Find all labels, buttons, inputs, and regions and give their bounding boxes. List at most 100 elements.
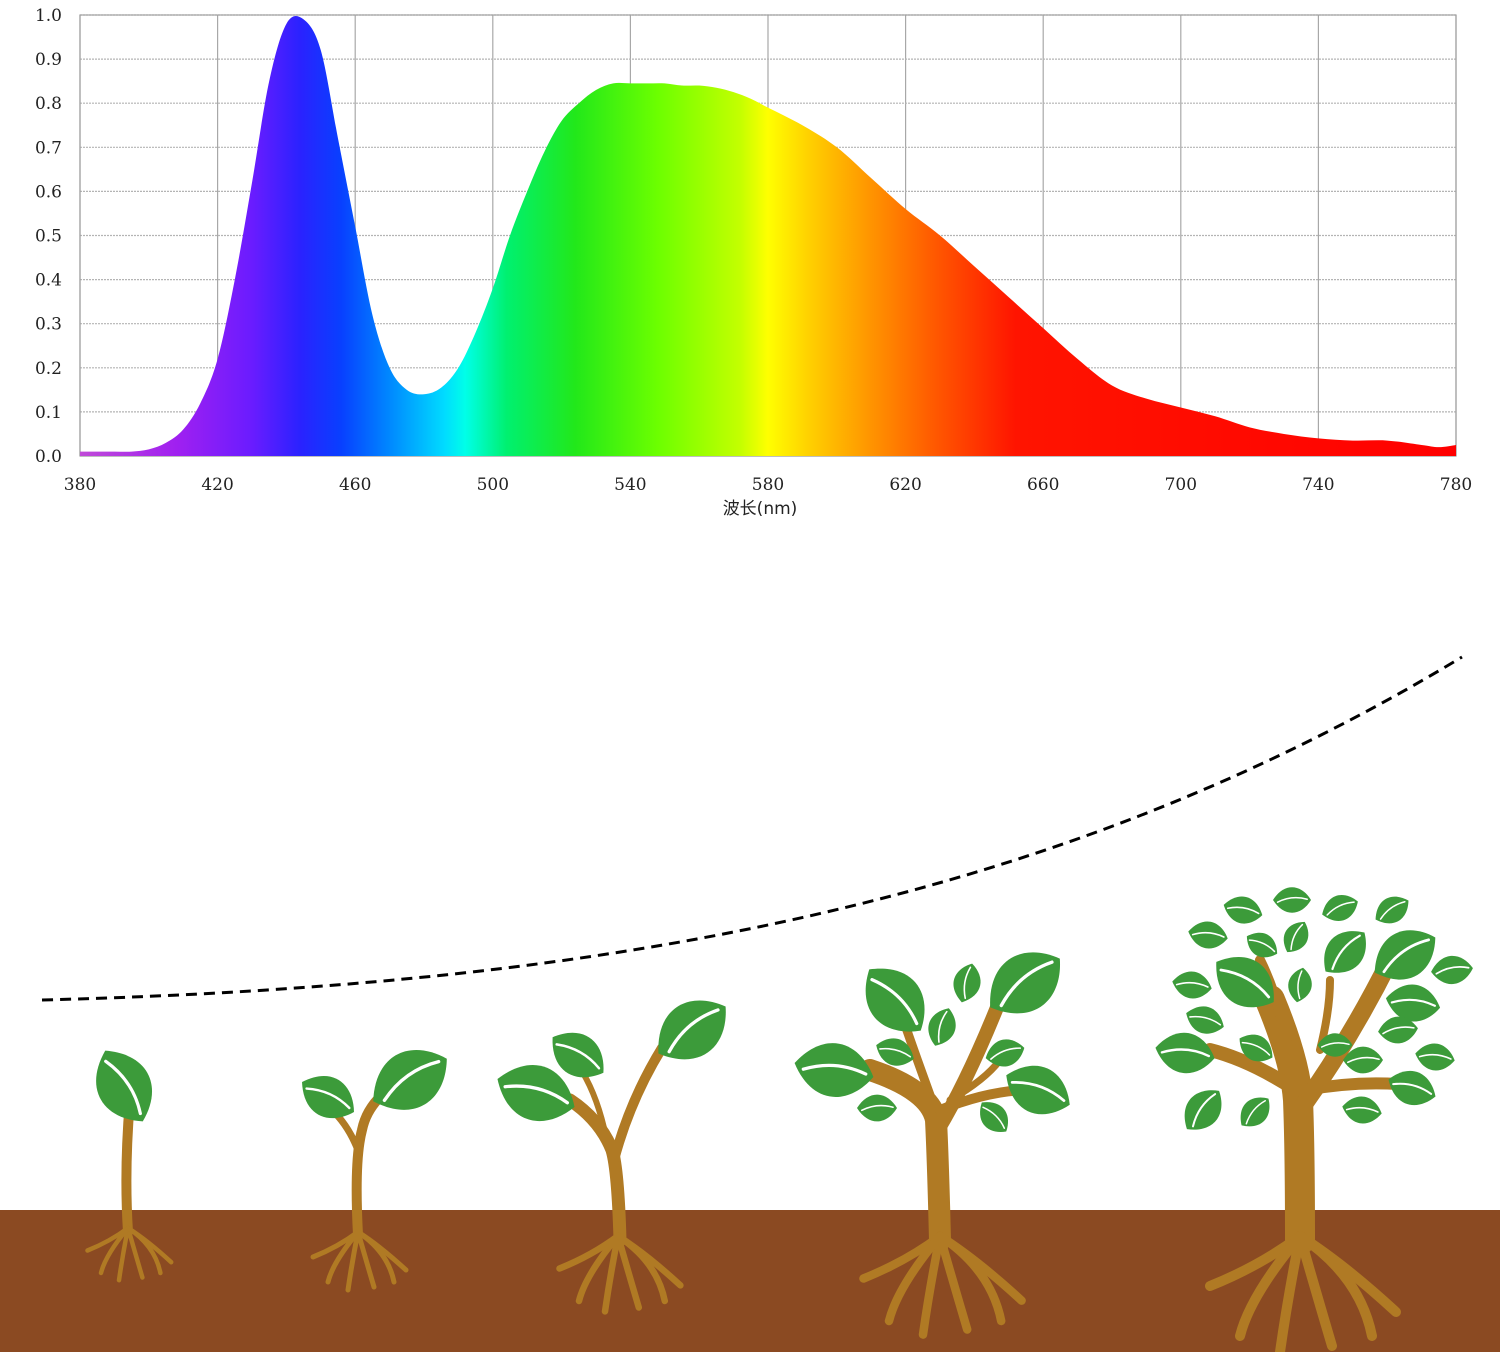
leaf-blade [1324, 931, 1366, 973]
x-axis-label: 波长(nm) [723, 499, 798, 519]
branch [1203, 1043, 1303, 1097]
leaf-blade [1246, 932, 1278, 958]
root [1235, 1231, 1305, 1341]
leaf [1317, 1033, 1353, 1057]
leaf-vein [1382, 1026, 1415, 1035]
leaf [373, 1050, 447, 1110]
leaf [497, 1065, 575, 1121]
leaf-blade [1240, 1097, 1270, 1127]
leaf-blade [1388, 1070, 1436, 1106]
branch [931, 993, 1007, 1137]
leaf-vein [667, 1008, 720, 1054]
root [1295, 1231, 1377, 1341]
growth-curve [41, 655, 1463, 1002]
leaf [1223, 896, 1263, 924]
root [575, 1232, 622, 1305]
leaf-vein [1326, 901, 1355, 916]
leaf [865, 968, 925, 1032]
leaf-vein [1276, 896, 1308, 903]
leaf-vein [1345, 1106, 1379, 1113]
leaf-vein [1241, 1041, 1271, 1056]
leaf-vein [861, 1104, 894, 1112]
leaf-vein [1010, 1080, 1066, 1103]
root [355, 1229, 377, 1290]
root [935, 1231, 972, 1334]
leaf [928, 1008, 956, 1046]
y-axis-ticks: 0.0 0.1 0.2 0.3 0.4 0.5 0.6 0.7 0.8 0.9 1.0 [35, 6, 62, 467]
spectrum-area [80, 16, 1456, 457]
leaf-vein [963, 966, 972, 1000]
root [614, 1232, 669, 1305]
x-tick-label: 780 [1440, 475, 1472, 495]
leaf [1239, 1034, 1273, 1062]
leaf-blade [1385, 984, 1441, 1022]
leaf [1216, 957, 1274, 1008]
leaf [1155, 1032, 1215, 1074]
leaf [658, 1000, 726, 1060]
leaf [96, 1050, 152, 1122]
leaf-blade [1188, 921, 1228, 949]
x-axis-ticks: 380 420 460 500 540 580 620 660 700 740 780 [64, 475, 1472, 495]
leaf [1385, 984, 1441, 1022]
root [935, 1231, 1006, 1326]
leaf-vein [870, 978, 919, 1026]
leaf [1378, 1016, 1418, 1044]
leaf-vein [1435, 966, 1470, 975]
leaf-vein [1191, 1093, 1217, 1128]
x-tick-label: 500 [477, 475, 509, 495]
leaf [980, 1102, 1008, 1132]
leaf [953, 963, 981, 1003]
root [1295, 1231, 1337, 1351]
leaf-blade [1343, 1046, 1383, 1074]
x-tick-label: 700 [1165, 475, 1197, 495]
x-tick-label: 380 [64, 475, 96, 495]
leaf-blade [1172, 971, 1212, 999]
leaf [1322, 894, 1358, 921]
x-tick-label: 740 [1302, 475, 1334, 495]
leaf-vein [1245, 1099, 1266, 1125]
x-tick-label: 460 [339, 475, 371, 495]
leaf-vein [503, 1084, 569, 1105]
leaf-vein [999, 960, 1054, 1008]
leaf [1283, 921, 1309, 953]
y-tick-label: 0.5 [35, 227, 62, 247]
root [355, 1229, 397, 1285]
x-tick-label: 660 [1027, 475, 1059, 495]
leaf-blade [985, 1039, 1025, 1067]
leaf-vein [555, 1043, 601, 1070]
leaf-blade [302, 1076, 354, 1119]
y-tick-label: 0.4 [35, 271, 62, 291]
leaf-vein [1297, 970, 1303, 1000]
root [125, 1225, 145, 1280]
leaf-vein [104, 1059, 142, 1116]
leaf-vein [1382, 938, 1430, 974]
leaf-vein [1175, 981, 1209, 988]
plant-stage-2 [302, 1050, 447, 1293]
y-tick-label: 0.6 [35, 182, 62, 202]
leaf-vein [1347, 1056, 1380, 1064]
leaf [1006, 1065, 1070, 1115]
soil [0, 1210, 1500, 1352]
branch [609, 1043, 667, 1165]
leaf-vein [1320, 1042, 1350, 1048]
leaf [876, 1038, 914, 1066]
leaf [1324, 931, 1366, 973]
leaf [857, 1094, 897, 1122]
root [125, 1225, 163, 1276]
root [614, 1232, 643, 1311]
leaf-blade [1415, 1043, 1455, 1071]
leaf-blade [1239, 1034, 1273, 1062]
leaf [1431, 955, 1473, 984]
leaf-blade [1223, 896, 1263, 924]
leaf [1343, 1046, 1383, 1074]
leaf-vein [1379, 901, 1406, 920]
leaf-vein [982, 1106, 1006, 1129]
leaf-vein [990, 1047, 1022, 1060]
leaf [1172, 971, 1212, 999]
leaf-vein [1290, 923, 1304, 951]
root [601, 1232, 622, 1315]
leaf-blade [552, 1032, 604, 1078]
leaf-blade [1342, 1096, 1382, 1124]
leaf [302, 1076, 354, 1119]
leaf-vein [937, 1010, 948, 1043]
